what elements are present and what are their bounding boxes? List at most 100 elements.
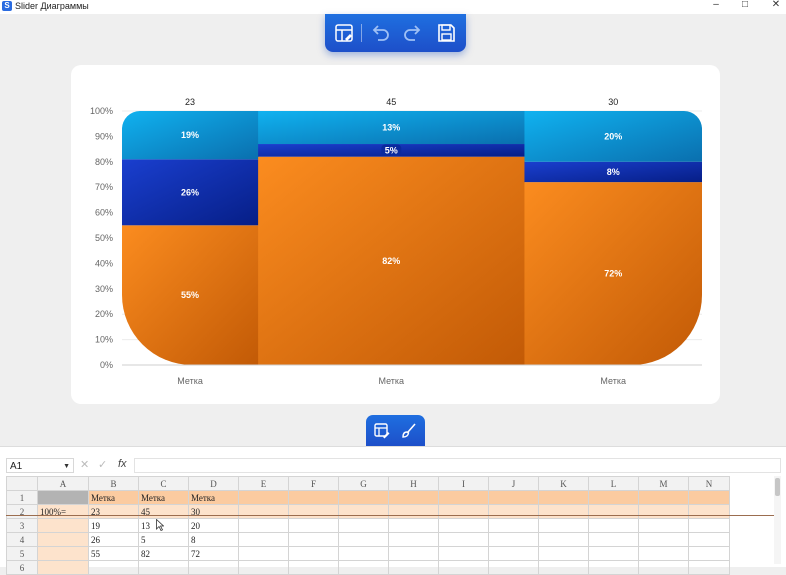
layout-edit-icon[interactable] <box>333 22 355 44</box>
cell[interactable]: 45 <box>138 504 189 519</box>
cell[interactable] <box>288 532 339 547</box>
row-header[interactable]: 1 <box>6 490 38 505</box>
cell[interactable] <box>488 518 539 533</box>
column-header[interactable]: G <box>338 476 389 491</box>
cell[interactable] <box>688 546 730 561</box>
cell[interactable] <box>438 560 489 575</box>
cell-grid[interactable]: A B C D E F G H I J K L M N 1 Метка Метк… <box>6 476 730 575</box>
data-edit-icon[interactable] <box>373 422 391 440</box>
cell[interactable] <box>688 490 730 505</box>
save-icon[interactable] <box>435 22 457 44</box>
row-header[interactable]: 6 <box>6 560 38 575</box>
cell[interactable] <box>388 546 439 561</box>
formula-input[interactable] <box>134 458 781 473</box>
cell[interactable] <box>588 490 639 505</box>
cell[interactable] <box>688 518 730 533</box>
cell[interactable] <box>388 518 439 533</box>
cell[interactable] <box>638 504 689 519</box>
cell[interactable] <box>138 560 189 575</box>
name-box[interactable]: A1 ▼ <box>6 458 74 473</box>
column-header[interactable]: J <box>488 476 539 491</box>
cell[interactable]: Метка <box>138 490 189 505</box>
cell[interactable]: 8 <box>188 532 239 547</box>
bar-segment[interactable] <box>122 225 259 365</box>
cell[interactable] <box>288 504 339 519</box>
cell[interactable] <box>37 518 89 533</box>
cell[interactable] <box>238 518 289 533</box>
cell[interactable]: Метка <box>88 490 139 505</box>
cell[interactable]: 20 <box>188 518 239 533</box>
cell[interactable] <box>388 532 439 547</box>
cell[interactable]: Метка <box>188 490 239 505</box>
cell[interactable] <box>688 504 730 519</box>
column-header[interactable]: F <box>288 476 339 491</box>
cell[interactable] <box>438 546 489 561</box>
cell[interactable] <box>238 532 289 547</box>
cell[interactable] <box>688 532 730 547</box>
redo-icon[interactable] <box>402 22 424 44</box>
cell[interactable] <box>388 490 439 505</box>
cell-a1[interactable] <box>37 490 89 505</box>
column-header[interactable]: K <box>538 476 589 491</box>
mekko-chart[interactable]: 0% 10% 20% 30% 40% 50% 60% 70% 80% 90% 100% 55% 26% 1… <box>71 65 720 404</box>
corner-cell[interactable] <box>6 476 38 491</box>
bar-segment[interactable] <box>524 161 702 183</box>
cell[interactable] <box>338 532 389 547</box>
cell[interactable] <box>37 546 89 561</box>
cell[interactable] <box>688 560 730 575</box>
cell[interactable] <box>638 560 689 575</box>
cell[interactable] <box>538 504 589 519</box>
cell[interactable] <box>338 490 389 505</box>
cell[interactable] <box>238 504 289 519</box>
cell[interactable] <box>438 518 489 533</box>
cell[interactable] <box>488 546 539 561</box>
cell[interactable] <box>438 504 489 519</box>
column-header[interactable]: C <box>138 476 189 491</box>
scrollbar-thumb[interactable] <box>775 478 780 496</box>
cell[interactable] <box>588 504 639 519</box>
bar-segment[interactable] <box>122 159 259 226</box>
bar-segment[interactable] <box>258 111 525 145</box>
cell[interactable] <box>188 560 239 575</box>
cell[interactable] <box>488 490 539 505</box>
column-header[interactable]: A <box>37 476 89 491</box>
column-header[interactable]: E <box>238 476 289 491</box>
cell[interactable] <box>238 490 289 505</box>
cell[interactable] <box>338 560 389 575</box>
cell[interactable] <box>638 546 689 561</box>
column-header[interactable]: I <box>438 476 489 491</box>
cell[interactable] <box>438 532 489 547</box>
cell[interactable]: 5 <box>138 532 189 547</box>
minimize-icon[interactable]: – <box>713 0 719 10</box>
row-header[interactable]: 5 <box>6 546 38 561</box>
column-header[interactable]: H <box>388 476 439 491</box>
cell[interactable] <box>288 518 339 533</box>
cell[interactable] <box>538 546 589 561</box>
cell[interactable] <box>638 532 689 547</box>
cell[interactable] <box>488 504 539 519</box>
close-icon[interactable]: ✕ <box>771 0 781 10</box>
cell[interactable] <box>588 518 639 533</box>
cell[interactable] <box>488 532 539 547</box>
cell[interactable] <box>538 560 589 575</box>
bar-segment[interactable] <box>524 111 702 162</box>
cell[interactable]: 100%= <box>37 504 89 519</box>
cell[interactable]: 30 <box>188 504 239 519</box>
row-header[interactable]: 3 <box>6 518 38 533</box>
cell[interactable]: 26 <box>88 532 139 547</box>
cancel-icon[interactable]: ✕ <box>80 459 90 471</box>
cell[interactable] <box>288 490 339 505</box>
brush-icon[interactable] <box>400 422 418 440</box>
column-header[interactable]: D <box>188 476 239 491</box>
cell[interactable]: 82 <box>138 546 189 561</box>
cell[interactable]: 23 <box>88 504 139 519</box>
maximize-icon[interactable]: □ <box>741 0 749 10</box>
chevron-down-icon[interactable]: ▼ <box>63 463 70 470</box>
cell[interactable] <box>538 490 589 505</box>
column-header[interactable]: M <box>638 476 689 491</box>
cell[interactable] <box>388 560 439 575</box>
cell[interactable] <box>37 560 89 575</box>
cell[interactable] <box>288 560 339 575</box>
cell[interactable]: 19 <box>88 518 139 533</box>
bar-segment[interactable] <box>258 156 525 365</box>
